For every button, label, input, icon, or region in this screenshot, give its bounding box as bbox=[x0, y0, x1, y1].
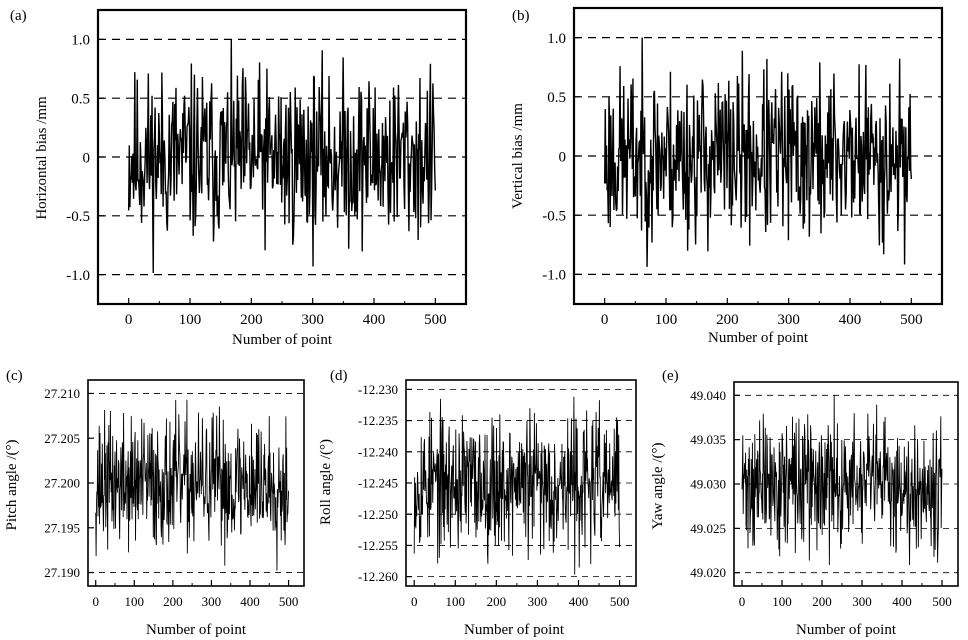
x-tick-label: 100 bbox=[772, 594, 792, 609]
y-tick-label: 27.200 bbox=[44, 476, 80, 491]
panel-d-roll-angle: (d) Roll angle /(°) Number of point 0 100… bbox=[318, 368, 637, 638]
y-tick-label: 27.205 bbox=[44, 431, 80, 446]
y-axis-label: Roll angle /(°) bbox=[318, 439, 334, 525]
x-tick-label: 0 bbox=[601, 312, 609, 328]
panel-a-horizontal-bias: (a) Horizontal bias /mm Number of point … bbox=[10, 8, 468, 348]
data-series-line bbox=[741, 395, 943, 566]
y-axis-label: Vertical bias /mm bbox=[510, 103, 526, 209]
x-tick-label: 100 bbox=[125, 594, 145, 609]
panel-c-pitch-angle: (c) Pitch angle /(°) Number of point 0 10… bbox=[4, 368, 305, 638]
data-series-line bbox=[413, 396, 621, 575]
x-axis-label: Number of point bbox=[232, 332, 333, 348]
x-tick-label: 300 bbox=[852, 594, 872, 609]
x-tick-label: 100 bbox=[179, 312, 202, 328]
y-tick-label: 0.5 bbox=[547, 90, 566, 106]
panel-label: (a) bbox=[10, 8, 27, 24]
y-tick-label: 49.040 bbox=[690, 388, 726, 403]
y-tick-label: -1.0 bbox=[66, 268, 90, 284]
y-tick-label: 0.5 bbox=[71, 91, 90, 107]
y-tick-label: 49.025 bbox=[690, 521, 726, 536]
x-tick-label: 400 bbox=[892, 594, 912, 609]
y-tick-label: 0 bbox=[559, 149, 567, 165]
x-tick-label: 200 bbox=[240, 312, 263, 328]
x-tick-label: 300 bbox=[777, 312, 800, 328]
panel-label: (b) bbox=[512, 8, 530, 24]
y-tick-label: -12.230 bbox=[358, 382, 398, 397]
x-tick-label: 0 bbox=[92, 594, 99, 609]
x-tick-label: 200 bbox=[163, 594, 183, 609]
x-axis-label: Number of point bbox=[796, 622, 897, 638]
x-tick-label: 400 bbox=[363, 312, 386, 328]
x-tick-label: 500 bbox=[900, 312, 923, 328]
x-tick-label: 300 bbox=[301, 312, 324, 328]
x-tick-label: 200 bbox=[716, 312, 739, 328]
y-axis-label: Yaw angle /(°) bbox=[650, 443, 666, 530]
x-tick-label: 500 bbox=[932, 594, 952, 609]
y-tick-label: 49.035 bbox=[690, 432, 726, 447]
panel-e-yaw-angle: (e) Yaw angle /(°) Number of point 0 100 2… bbox=[650, 368, 959, 638]
x-tick-label: 200 bbox=[812, 594, 832, 609]
data-series-line bbox=[603, 37, 913, 267]
y-axis-label: Pitch angle /(°) bbox=[4, 440, 20, 531]
x-tick-label: 300 bbox=[528, 594, 548, 609]
y-tick-label: -12.235 bbox=[358, 413, 398, 428]
y-tick-label: 27.195 bbox=[44, 520, 80, 535]
x-tick-label: 0 bbox=[411, 594, 418, 609]
x-tick-label: 500 bbox=[610, 594, 630, 609]
x-tick-label: 100 bbox=[655, 312, 678, 328]
x-tick-label: 300 bbox=[202, 594, 222, 609]
y-tick-label: -0.5 bbox=[542, 208, 566, 224]
y-tick-label: 27.190 bbox=[44, 565, 80, 580]
y-tick-label: 0 bbox=[83, 150, 91, 166]
x-tick-label: 100 bbox=[446, 594, 466, 609]
y-tick-label: 1.0 bbox=[547, 31, 566, 47]
y-tick-label: -12.240 bbox=[358, 444, 398, 459]
data-series-line bbox=[95, 399, 290, 571]
x-tick-label: 400 bbox=[839, 312, 862, 328]
y-axis-label: Horizontal bias /mm bbox=[34, 96, 50, 220]
x-tick-label: 500 bbox=[424, 312, 447, 328]
y-tick-label: -12.260 bbox=[358, 569, 398, 584]
panel-b-vertical-bias: (b) Vertical bias /mm Number of point 0 1… bbox=[510, 6, 944, 346]
y-tick-label: -12.255 bbox=[358, 538, 398, 553]
x-tick-label: 400 bbox=[240, 594, 260, 609]
x-tick-label: 0 bbox=[125, 312, 133, 328]
x-axis-label: Number of point bbox=[464, 622, 565, 638]
panel-label: (c) bbox=[6, 368, 23, 384]
y-tick-label: -12.250 bbox=[358, 507, 398, 522]
panel-label: (e) bbox=[662, 368, 679, 384]
y-tick-label: 49.030 bbox=[690, 477, 726, 492]
y-tick-label: -0.5 bbox=[66, 209, 90, 225]
x-axis-label: Number of point bbox=[146, 622, 247, 638]
panel-label: (d) bbox=[330, 368, 348, 384]
x-tick-label: 500 bbox=[279, 594, 299, 609]
y-tick-label: -12.245 bbox=[358, 476, 398, 491]
x-tick-label: 0 bbox=[739, 594, 746, 609]
y-tick-label: 1.0 bbox=[71, 33, 90, 49]
x-tick-label: 400 bbox=[569, 594, 589, 609]
x-tick-label: 200 bbox=[487, 594, 507, 609]
data-series-line bbox=[127, 39, 437, 274]
y-tick-label: -1.0 bbox=[542, 268, 566, 284]
y-tick-label: 49.020 bbox=[690, 565, 726, 580]
x-axis-label: Number of point bbox=[708, 330, 809, 346]
y-tick-label: 27.210 bbox=[44, 386, 80, 401]
